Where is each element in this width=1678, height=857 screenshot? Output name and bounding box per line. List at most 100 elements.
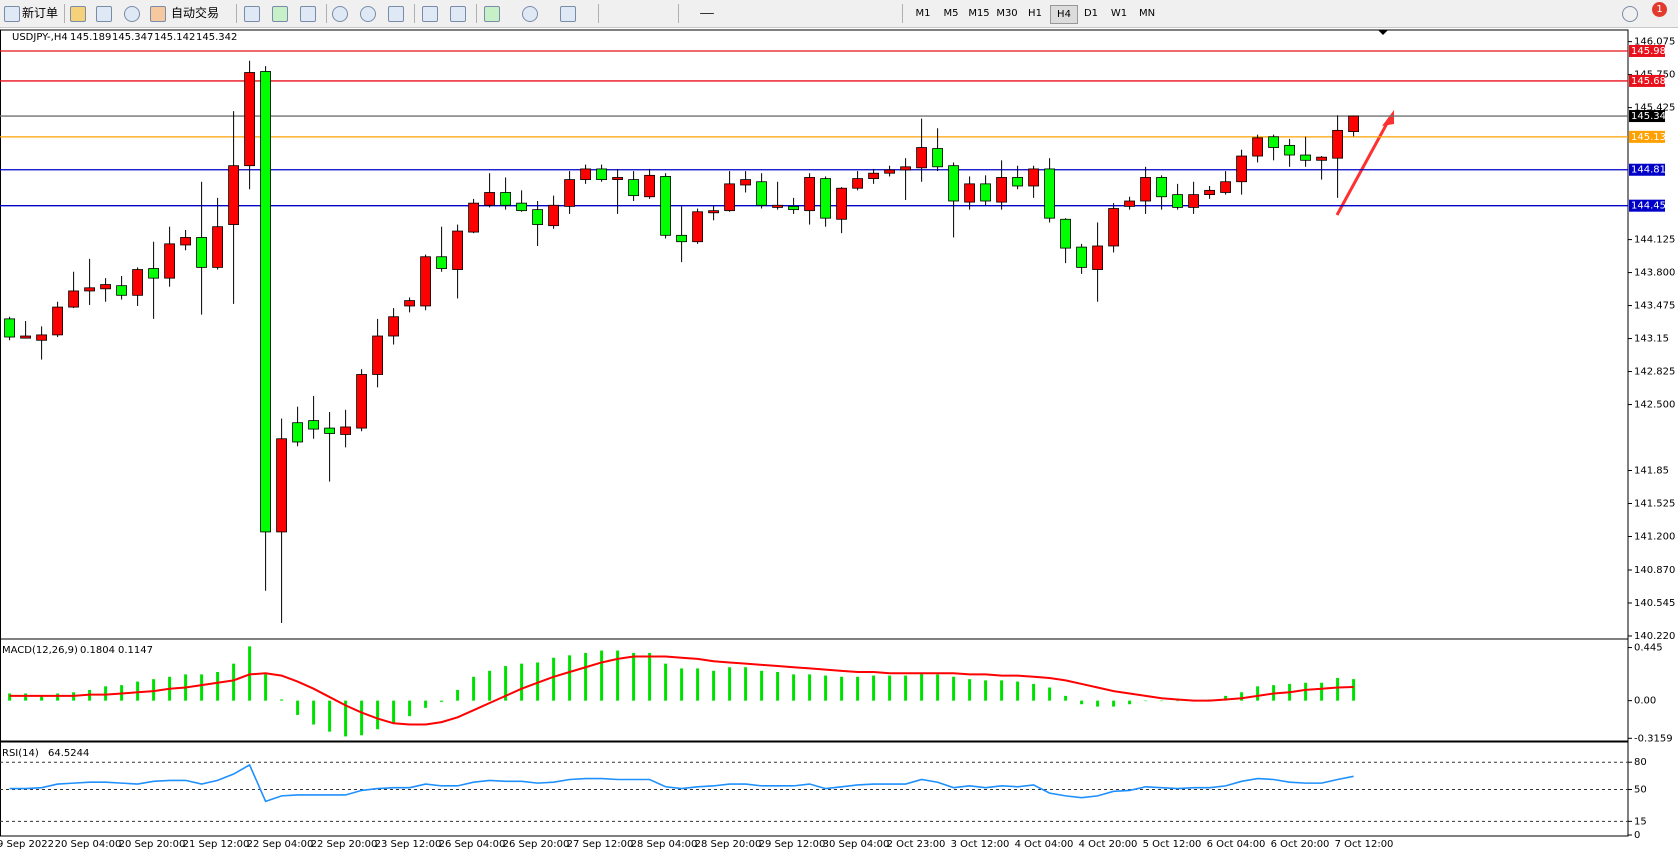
- tile-windows[interactable]: [388, 6, 404, 22]
- candle-body: [196, 237, 208, 268]
- toolbar-icon[interactable]: [300, 6, 316, 22]
- macd-bar: [520, 663, 524, 701]
- search[interactable]: [1622, 6, 1638, 22]
- candle-body: [1172, 194, 1183, 208]
- x-tick-label: 5 Oct 12:00: [1143, 839, 1202, 850]
- auto-trading-button[interactable]: 自动交易: [171, 6, 220, 20]
- y-tick-label: -0.3159: [1634, 733, 1673, 744]
- macd-bar: [376, 700, 380, 730]
- toolbar-icon[interactable]: [124, 6, 140, 22]
- arrows-tool[interactable]: [874, 6, 888, 20]
- macd-bar: [680, 668, 684, 701]
- rsi-value: 64.5244: [48, 748, 89, 759]
- macd-bar: [616, 650, 620, 701]
- macd-bar: [1240, 692, 1244, 701]
- timeframe-button[interactable]: MN: [1138, 8, 1156, 19]
- candle-body: [1332, 129, 1343, 159]
- separator: [598, 4, 599, 23]
- candle-body: [4, 318, 15, 338]
- crosshair[interactable]: [636, 6, 650, 20]
- candle-body: [1316, 156, 1327, 161]
- macd-bar: [1016, 681, 1020, 701]
- timeframe-button[interactable]: M30: [996, 8, 1018, 19]
- indicators[interactable]: [484, 6, 500, 22]
- candle-body: [436, 256, 448, 269]
- y-tick-label: 140.545: [1634, 598, 1675, 609]
- x-tick-label: 20 Sep 04:00: [55, 839, 122, 850]
- y-tick-label: 141.200: [1634, 531, 1675, 542]
- macd-bar: [1112, 700, 1116, 707]
- macd-bar: [1144, 700, 1148, 702]
- cursor[interactable]: [608, 6, 622, 20]
- candle-body: [372, 335, 384, 375]
- x-tick-label: 4 Oct 04:00: [1015, 839, 1074, 850]
- new-order-icon[interactable]: [4, 6, 20, 22]
- annotation-arrow: [1335, 115, 1393, 216]
- x-tick-label: 7 Oct 12:00: [1335, 839, 1394, 850]
- macd-bar: [8, 693, 12, 701]
- toolbar-icon[interactable]: [450, 6, 466, 22]
- timeframe-button[interactable]: H4: [1050, 5, 1078, 24]
- new-order-button[interactable]: 新订单: [22, 6, 59, 20]
- candle-body: [516, 202, 527, 212]
- y-tick-label: 142.500: [1634, 400, 1675, 411]
- periods[interactable]: [522, 6, 538, 22]
- macd-bar: [936, 674, 940, 701]
- timeframe-button[interactable]: H1: [1028, 8, 1042, 19]
- timeframe-button[interactable]: M5: [943, 8, 959, 19]
- fibonacci-tool[interactable]: [790, 6, 804, 20]
- horizontal-line-tool[interactable]: [700, 13, 714, 14]
- candle-body: [724, 183, 735, 212]
- candle-body: [1140, 177, 1151, 202]
- toolbar-icon[interactable]: [96, 6, 112, 22]
- toolbar-icon[interactable]: [244, 6, 260, 22]
- candle-body: [164, 243, 176, 279]
- y-tick-label: 140.220: [1634, 631, 1675, 642]
- level-label-box: [1629, 110, 1665, 123]
- candle-body: [1252, 137, 1263, 157]
- zoom-out[interactable]: [360, 6, 376, 22]
- candle-body: [532, 209, 543, 225]
- toolbar-icon[interactable]: [422, 6, 438, 22]
- timeframe-button[interactable]: D1: [1083, 8, 1099, 19]
- y-tick-label: 0.00: [1634, 696, 1656, 707]
- auto-trading-icon[interactable]: [150, 6, 166, 22]
- timeframe-button[interactable]: W1: [1110, 8, 1128, 19]
- notification-badge[interactable]: 1: [1652, 2, 1667, 17]
- macd-bar: [1160, 700, 1164, 702]
- x-tick-label: 21 Sep 12:00: [183, 839, 250, 850]
- toolbar-icon[interactable]: [70, 6, 86, 22]
- macd-bar: [984, 680, 988, 701]
- toolbar-icon[interactable]: [272, 6, 288, 22]
- text-tool[interactable]: [818, 6, 832, 20]
- timeframe-button[interactable]: M15: [968, 8, 990, 19]
- candle-body: [356, 374, 368, 429]
- x-tick-label: 27 Sep 12:00: [567, 839, 634, 850]
- symbol-label: USDJPY-,H4: [12, 32, 68, 43]
- macd-title: MACD(12,26,9): [2, 645, 78, 656]
- trendline-tool[interactable]: [730, 6, 744, 20]
- candle-body: [884, 169, 895, 174]
- macd-signal-value: 0.1147: [118, 645, 153, 656]
- timeframe-button[interactable]: M1: [915, 8, 931, 19]
- level-label: 145.342: [1631, 111, 1672, 122]
- macd-bar: [760, 670, 764, 701]
- candle-body: [708, 210, 719, 214]
- separator: [64, 4, 65, 23]
- macd-bar: [360, 700, 364, 736]
- candle-body: [900, 166, 911, 171]
- vertical-line-tool[interactable]: [678, 4, 679, 23]
- candle-body: [1348, 115, 1359, 132]
- label-tool[interactable]: [846, 6, 860, 20]
- zoom-in[interactable]: [332, 6, 348, 22]
- candle-body: [1044, 168, 1055, 219]
- rsi-title: RSI(14): [2, 748, 39, 759]
- channel-tool[interactable]: [758, 6, 772, 20]
- candle-body: [772, 204, 783, 208]
- candle-body: [1108, 208, 1119, 247]
- templates[interactable]: [560, 6, 576, 22]
- candle-body: [948, 165, 959, 202]
- macd-bar: [264, 674, 268, 701]
- candle-body: [1092, 245, 1103, 270]
